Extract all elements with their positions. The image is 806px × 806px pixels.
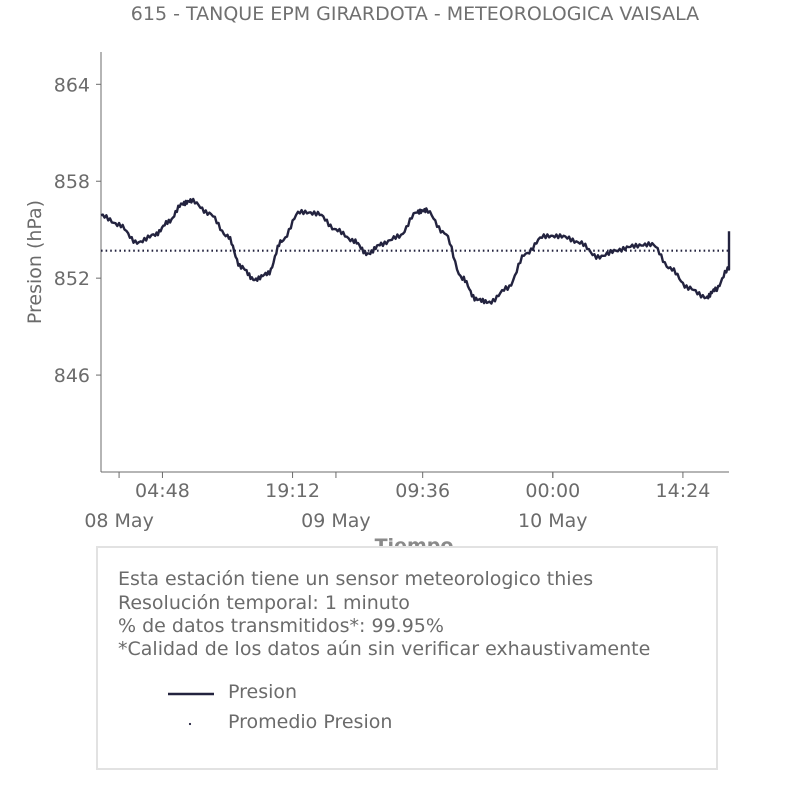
y-tick-label: 852 [54, 268, 90, 290]
x-tick-label: 04:48 [135, 480, 190, 502]
y-tick-label: 858 [54, 171, 90, 193]
info-line-transmitted: % de datos transmitidos*: 99.95% [118, 615, 444, 637]
info-box: Esta estación tiene un sensor meteorolog… [96, 546, 718, 770]
day-label: 10 May [518, 510, 588, 532]
chart-ticks: 864 858 852 846 04:48 19:12 09:36 00:00 14:24 08 … [54, 74, 711, 532]
y-axis-label: Presion (hPa) [24, 200, 46, 324]
legend-solid-line-icon [168, 692, 214, 696]
y-tick-label: 846 [54, 365, 90, 387]
chart-axes [100, 52, 729, 473]
y-tick-label: 864 [54, 74, 90, 96]
x-tick-label: 09:36 [395, 480, 450, 502]
info-line-resolution: Resolución temporal: 1 minuto [118, 592, 410, 614]
legend-label-promedio: Promedio Presion [228, 711, 393, 733]
chart-series [100, 197, 731, 305]
chart-title: 615 - TANQUE EPM GIRARDOTA - METEOROLOGI… [130, 3, 700, 25]
day-label: 08 May [84, 510, 154, 532]
day-label: 09 May [301, 510, 371, 532]
legend-dotted-line-icon [188, 722, 192, 726]
info-line-sensor: Esta estación tiene un sensor meteorolog… [118, 568, 594, 590]
x-tick-label: 19:12 [265, 480, 320, 502]
info-line-quality: *Calidad de los datos aún sin verificar … [118, 638, 651, 660]
legend-label-presion: Presion [228, 681, 298, 703]
pressure-chart: 864 858 852 846 04:48 19:12 09:36 00:00 14:24 08 … [24, 52, 731, 557]
x-tick-label: 14:24 [656, 480, 711, 502]
series-presion [100, 197, 731, 305]
x-tick-label: 00:00 [525, 480, 580, 502]
